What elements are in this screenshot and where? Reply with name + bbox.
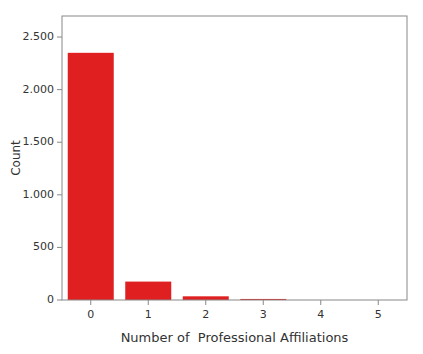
- x-tick: [320, 300, 321, 305]
- y-tick-label: 2.500: [23, 30, 55, 43]
- x-axis: 0 1 2 3 4 5: [87, 300, 382, 321]
- x-tick-label: 5: [375, 308, 382, 321]
- y-tick-label: 500: [33, 240, 54, 253]
- y-tick-label: 0: [47, 293, 54, 306]
- bars: [68, 53, 287, 300]
- y-tick: [57, 194, 62, 195]
- y-tick: [57, 247, 62, 248]
- chart: 0 500 1.000 1.500 2.000 2.500 0 1 2 3 4 5 Number of …: [0, 0, 423, 354]
- plot-frame: [62, 16, 407, 300]
- x-tick: [263, 300, 264, 305]
- x-tick-label: 1: [145, 308, 152, 321]
- x-tick-label: 0: [87, 308, 94, 321]
- y-tick: [57, 142, 62, 143]
- x-axis-label: Number of Professional Affiliations: [121, 330, 349, 345]
- y-axis: 0 500 1.000 1.500 2.000 2.500: [23, 30, 63, 306]
- bar: [125, 282, 171, 300]
- y-tick-label: 1.500: [23, 135, 55, 148]
- y-tick-label: 1.000: [23, 188, 55, 201]
- x-tick: [148, 300, 149, 305]
- chart-container: 0 500 1.000 1.500 2.000 2.500 0 1 2 3 4 5 Number of …: [0, 0, 423, 354]
- x-tick-label: 4: [317, 308, 324, 321]
- x-tick-label: 3: [260, 308, 267, 321]
- y-tick: [57, 89, 62, 90]
- y-tick: [57, 37, 62, 38]
- bar: [68, 53, 114, 300]
- y-tick-label: 2.000: [23, 83, 55, 96]
- y-axis-label: Count: [9, 140, 23, 176]
- y-tick: [57, 300, 62, 301]
- bar: [183, 296, 229, 300]
- x-tick: [90, 300, 91, 305]
- x-tick: [205, 300, 206, 305]
- x-tick-label: 2: [202, 308, 209, 321]
- x-tick: [378, 300, 379, 305]
